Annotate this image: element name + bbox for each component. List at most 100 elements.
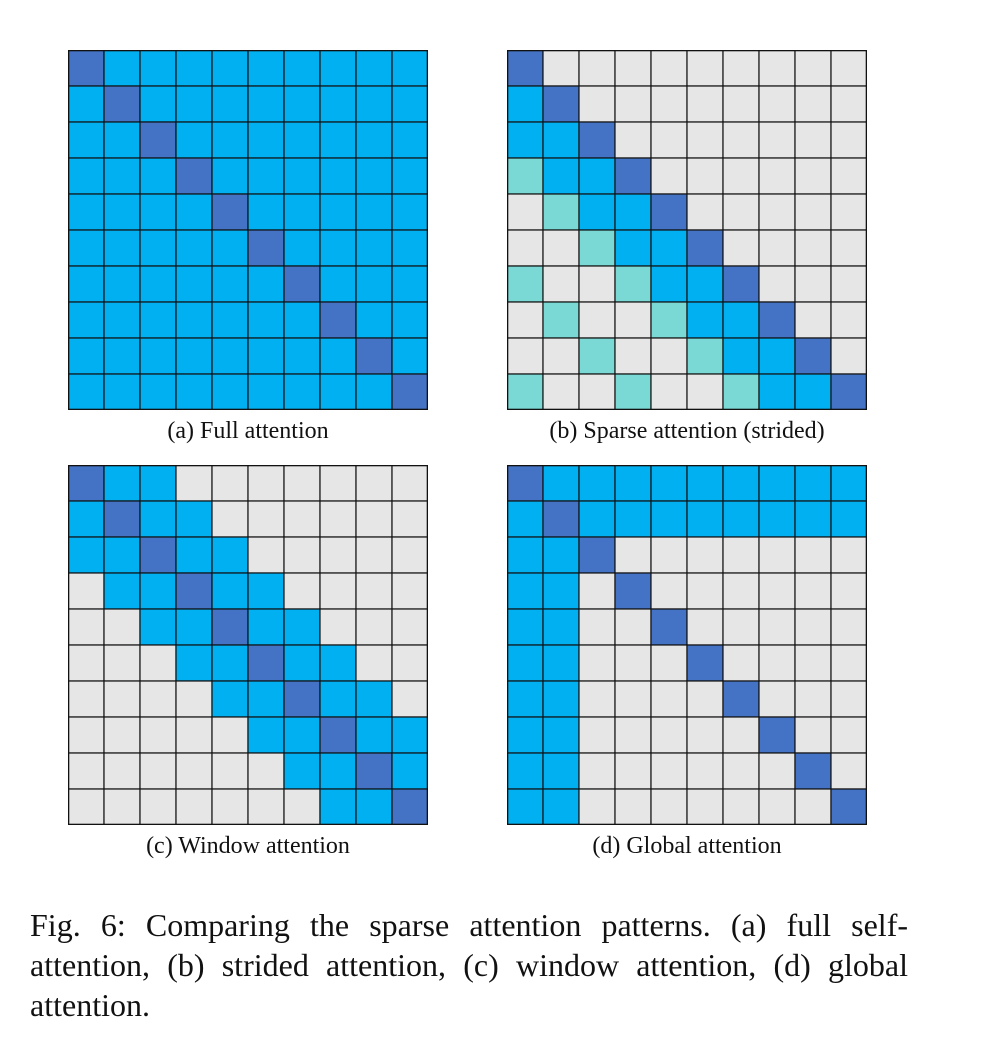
grid-cell-empty	[830, 85, 867, 123]
grid-cell-diagonal	[542, 85, 580, 123]
grid-cell-empty	[830, 50, 867, 87]
grid-cell-empty	[247, 500, 285, 538]
grid-cell-diagonal	[830, 788, 867, 825]
grid-cell-attended	[247, 680, 285, 718]
grid-cell-attended	[247, 301, 285, 339]
grid-cell-attended	[175, 337, 213, 375]
grid-cell-empty	[578, 752, 616, 790]
grid-cell-diagonal	[211, 193, 249, 231]
grid-cell-attended	[103, 301, 141, 339]
grid-cell-attended	[722, 465, 760, 502]
grid-cell-attended	[139, 85, 177, 123]
grid-cell-attended	[319, 229, 357, 267]
grid-cell-empty	[650, 752, 688, 790]
grid-cell-attended	[830, 500, 867, 538]
grid-cell-empty	[686, 608, 724, 646]
grid-cell-empty	[578, 301, 616, 339]
grid-cell-diagonal	[175, 157, 213, 195]
grid-cell-attended	[211, 157, 249, 195]
grid-cell-diagonal	[758, 716, 796, 754]
grid-cell-empty	[758, 572, 796, 610]
grid-cell-empty	[686, 373, 724, 410]
grid-cell-attended	[542, 465, 580, 502]
grid-cell-empty	[830, 608, 867, 646]
grid-cell-attended	[391, 121, 428, 159]
grid-cell-attended	[103, 157, 141, 195]
grid-cell-strided	[507, 373, 544, 410]
grid-cell-empty	[614, 50, 652, 87]
grid-cell-empty	[578, 85, 616, 123]
grid-cell-empty	[614, 85, 652, 123]
grid-cell-empty	[722, 229, 760, 267]
grid-cell-empty	[794, 50, 832, 87]
grid-border	[68, 465, 428, 825]
grid-cell-strided	[542, 193, 580, 231]
grid-cell-attended	[283, 229, 321, 267]
grid-cell-empty	[722, 121, 760, 159]
grid-cell-attended	[722, 301, 760, 339]
grid-cell-diagonal	[139, 121, 177, 159]
grid-cell-attended	[211, 337, 249, 375]
grid-cell-attended	[794, 373, 832, 410]
grid-cell-attended	[211, 644, 249, 682]
grid-cell-attended	[139, 229, 177, 267]
attention-grid-global	[507, 465, 867, 825]
grid-cell-attended	[247, 265, 285, 303]
grid-cell-attended	[319, 193, 357, 231]
grid-cell-empty	[139, 680, 177, 718]
grid-cell-attended	[391, 157, 428, 195]
grid-cell-empty	[507, 337, 544, 375]
grid-cell-attended	[68, 193, 105, 231]
grid-cell-empty	[794, 301, 832, 339]
grid-cell-diagonal	[391, 373, 428, 410]
grid-cell-attended	[686, 265, 724, 303]
grid-cell-empty	[542, 229, 580, 267]
grid-cell-diagonal	[68, 465, 105, 502]
grid-cell-strided	[578, 229, 616, 267]
grid-cell-empty	[758, 680, 796, 718]
grid-cell-empty	[355, 572, 393, 610]
grid-cell-empty	[758, 229, 796, 267]
grid-cell-attended	[139, 50, 177, 87]
grid-cell-empty	[722, 85, 760, 123]
grid-cell-attended	[319, 373, 357, 410]
grid-cell-empty	[319, 465, 357, 502]
grid-cell-attended	[355, 50, 393, 87]
grid-cell-empty	[68, 752, 105, 790]
grid-cell-empty	[758, 644, 796, 682]
grid-cell-attended	[247, 572, 285, 610]
grid-cell-diagonal	[794, 752, 832, 790]
grid-cell-empty	[650, 680, 688, 718]
grid-cell-empty	[68, 608, 105, 646]
grid-cell-empty	[175, 752, 213, 790]
grid-cell-attended	[68, 536, 105, 574]
panel-caption-c: (c) Window attention	[146, 833, 350, 859]
grid-cell-attended	[614, 229, 652, 267]
grid-cell-diagonal	[650, 608, 688, 646]
grid-cell-empty	[103, 680, 141, 718]
grid-cell-empty	[211, 716, 249, 754]
grid-cell-diagonal	[103, 500, 141, 538]
grid-cell-diagonal	[139, 536, 177, 574]
grid-cell-attended	[68, 157, 105, 195]
grid-cell-attended	[175, 301, 213, 339]
grid-cell-attended	[139, 572, 177, 610]
grid-cell-attended	[103, 193, 141, 231]
grid-cell-empty	[283, 788, 321, 825]
grid-cell-attended	[68, 121, 105, 159]
grid-cell-attended	[103, 265, 141, 303]
grid-cell-attended	[68, 265, 105, 303]
grid-cell-empty	[794, 121, 832, 159]
grid-cell-empty	[830, 644, 867, 682]
grid-cell-strided	[650, 301, 688, 339]
panel-caption-d: (d) Global attention	[592, 833, 782, 859]
grid-cell-attended	[830, 465, 867, 502]
grid-cell-attended	[175, 265, 213, 303]
grid-cell-empty	[758, 50, 796, 87]
grid-cell-attended	[139, 193, 177, 231]
grid-cell-empty	[758, 193, 796, 231]
grid-border	[507, 465, 867, 825]
grid-cell-diagonal	[686, 229, 724, 267]
grid-cell-attended	[542, 608, 580, 646]
grid-cell-attended	[103, 572, 141, 610]
